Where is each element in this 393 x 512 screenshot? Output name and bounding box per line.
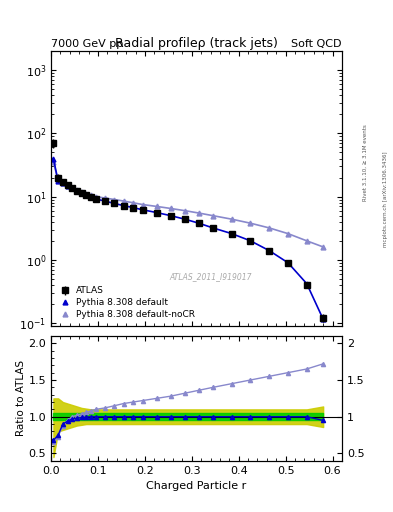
Pythia 8.308 default [88, 194, 93, 200]
Pythia 8.308 default [196, 220, 201, 226]
Pythia 8.308 default-noCR [140, 201, 145, 207]
Line: Pythia 8.308 default: Pythia 8.308 default [51, 156, 325, 322]
Pythia 8.308 default [304, 281, 309, 287]
Text: Rivet 3.1.10, ≥ 3.1M events: Rivet 3.1.10, ≥ 3.1M events [363, 124, 368, 201]
Pythia 8.308 default [211, 225, 215, 231]
Pythia 8.308 default-noCR [65, 182, 70, 188]
Pythia 8.308 default-noCR [56, 178, 61, 184]
Pythia 8.308 default-noCR [196, 210, 201, 216]
Pythia 8.308 default [70, 185, 75, 191]
Pythia 8.308 default-noCR [103, 195, 107, 201]
Pythia 8.308 default [131, 205, 136, 211]
Pythia 8.308 default [168, 212, 173, 219]
Pythia 8.308 default-noCR [267, 225, 272, 231]
Pythia 8.308 default-noCR [304, 238, 309, 244]
Line: Pythia 8.308 default-noCR: Pythia 8.308 default-noCR [51, 160, 325, 249]
Pythia 8.308 default-noCR [131, 200, 136, 206]
Text: Soft QCD: Soft QCD [292, 38, 342, 49]
Pythia 8.308 default [103, 198, 107, 204]
Pythia 8.308 default-noCR [168, 205, 173, 211]
Pythia 8.308 default [230, 230, 234, 237]
X-axis label: Charged Particle r: Charged Particle r [146, 481, 247, 491]
Pythia 8.308 default [51, 156, 56, 162]
Pythia 8.308 default [112, 200, 117, 206]
Pythia 8.308 default-noCR [248, 220, 253, 226]
Pythia 8.308 default [267, 247, 272, 253]
Pythia 8.308 default-noCR [70, 185, 75, 191]
Text: 7000 GeV pp: 7000 GeV pp [51, 38, 123, 49]
Pythia 8.308 default [321, 316, 325, 322]
Pythia 8.308 default [140, 207, 145, 213]
Legend: ATLAS, Pythia 8.308 default, Pythia 8.308 default-noCR: ATLAS, Pythia 8.308 default, Pythia 8.30… [55, 284, 198, 322]
Pythia 8.308 default-noCR [51, 159, 56, 165]
Pythia 8.308 default-noCR [182, 207, 187, 214]
Pythia 8.308 default [75, 187, 79, 194]
Pythia 8.308 default [56, 178, 61, 184]
Pythia 8.308 default [79, 190, 84, 196]
Pythia 8.308 default-noCR [88, 192, 93, 198]
Pythia 8.308 default [93, 196, 98, 202]
Pythia 8.308 default [121, 203, 126, 209]
Pythia 8.308 default-noCR [121, 198, 126, 204]
Pythia 8.308 default-noCR [286, 230, 290, 237]
Pythia 8.308 default [248, 238, 253, 244]
Pythia 8.308 default-noCR [112, 197, 117, 203]
Pythia 8.308 default-noCR [84, 190, 89, 197]
Pythia 8.308 default [286, 260, 290, 266]
Pythia 8.308 default-noCR [75, 187, 79, 193]
Pythia 8.308 default [182, 216, 187, 222]
Pythia 8.308 default-noCR [61, 179, 65, 185]
Text: ATLAS_2011_I919017: ATLAS_2011_I919017 [170, 272, 252, 281]
Pythia 8.308 default [61, 180, 65, 186]
Pythia 8.308 default [65, 182, 70, 188]
Pythia 8.308 default [154, 209, 159, 216]
Text: mcplots.cern.ch [arXiv:1306.3436]: mcplots.cern.ch [arXiv:1306.3436] [383, 151, 387, 247]
Pythia 8.308 default-noCR [211, 212, 215, 219]
Pythia 8.308 default [84, 192, 89, 198]
Pythia 8.308 default-noCR [321, 244, 325, 250]
Pythia 8.308 default-noCR [230, 216, 234, 222]
Pythia 8.308 default-noCR [93, 194, 98, 200]
Pythia 8.308 default-noCR [79, 188, 84, 195]
Y-axis label: Ratio to ATLAS: Ratio to ATLAS [16, 360, 26, 436]
Title: Radial profileρ (track jets): Radial profileρ (track jets) [115, 37, 278, 50]
Pythia 8.308 default-noCR [154, 203, 159, 209]
